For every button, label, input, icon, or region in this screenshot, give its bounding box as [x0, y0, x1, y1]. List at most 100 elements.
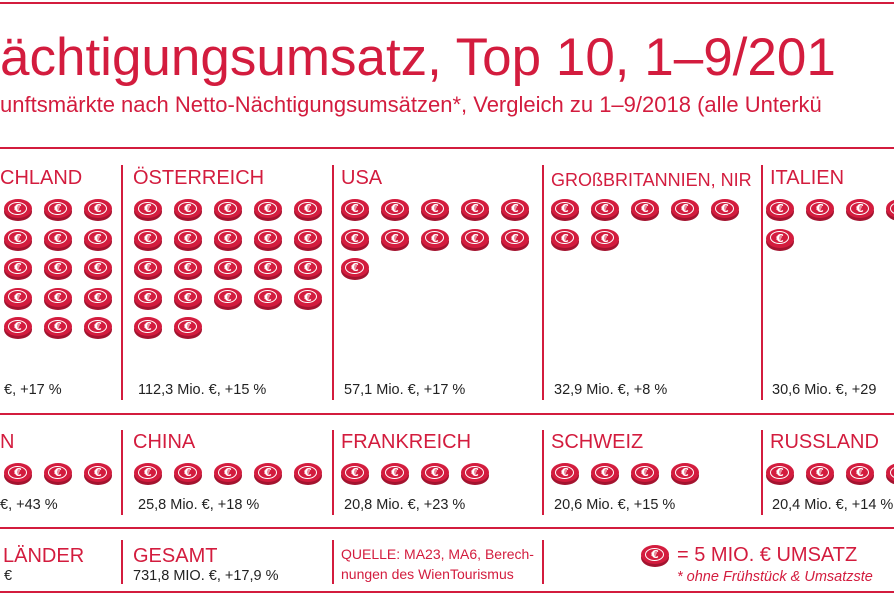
euro-coin-icon: € [421, 463, 449, 482]
coin-pictogram: € € € € € € € € € € € € € € € € € € € € € € [134, 199, 332, 349]
coin-ring [138, 260, 157, 274]
euro-symbol: € [224, 202, 232, 215]
euro-coin-icon: € [341, 463, 369, 482]
euro-coin-icon: € [214, 258, 242, 277]
coin-pictogram: € € € € € [766, 199, 894, 349]
euro-coin-icon: € [461, 199, 489, 218]
coin-ring [635, 201, 654, 215]
euro-coin-icon: € [4, 317, 32, 336]
euro-symbol: € [94, 290, 102, 304]
coin-ring [138, 319, 157, 333]
euro-coin-icon: € [84, 317, 112, 336]
euro-symbol: € [561, 231, 569, 245]
euro-coin-icon: € [134, 228, 162, 248]
coin-ring [465, 231, 484, 244]
euro-symbol: € [224, 231, 232, 245]
coin-ring [258, 290, 277, 303]
coin-ring [505, 231, 524, 244]
coin-ring [595, 201, 614, 215]
euro-coin-icon: € [44, 199, 72, 218]
coin-ring [770, 465, 789, 479]
euro-symbol: € [144, 231, 152, 245]
euro-symbol: € [184, 320, 192, 333]
coin-ring [555, 231, 574, 244]
total-label: GESAMT [133, 545, 218, 567]
euro-coin-icon: € [254, 228, 282, 248]
euro-coin-icon: € [134, 463, 162, 482]
column-divider [332, 430, 334, 515]
market-panel: FRANKREICH € € € € 20,8 Mio. €, +23 % [334, 425, 542, 520]
euro-symbol: € [471, 202, 479, 215]
euro-symbol: € [184, 202, 192, 215]
market-name: ÖSTERREICH [133, 167, 265, 189]
euro-symbol: € [511, 231, 519, 245]
other-countries-value: € [4, 568, 13, 584]
coin-ring [425, 231, 444, 244]
market-value: 32,9 Mio. €, +8 % [554, 382, 668, 398]
column-divider [332, 540, 334, 584]
coin-ring [715, 201, 734, 215]
euro-symbol: € [54, 466, 62, 479]
euro-coin-icon: € [44, 287, 72, 307]
euro-symbol: € [561, 202, 569, 215]
coin-ring [258, 201, 277, 215]
euro-coin-icon: € [886, 463, 894, 482]
euro-coin-icon: € [254, 463, 282, 482]
euro-coin-icon: € [174, 199, 202, 218]
euro-symbol: € [94, 320, 102, 333]
coin-ring [48, 231, 67, 244]
euro-symbol: € [721, 202, 729, 215]
column-divider [121, 165, 123, 400]
euro-symbol: € [601, 466, 609, 479]
euro-coin-icon: € [214, 199, 242, 218]
euro-symbol: € [14, 231, 22, 245]
euro-symbol: € [681, 202, 689, 215]
euro-coin-icon: € [551, 199, 579, 218]
euro-coin-icon: € [631, 199, 659, 218]
euro-symbol: € [54, 202, 62, 215]
euro-symbol: € [94, 202, 102, 215]
euro-coin-icon: € [294, 228, 322, 248]
euro-coin-icon: € [294, 463, 322, 482]
coin-ring [218, 465, 237, 479]
euro-coin-icon: € [254, 287, 282, 307]
euro-symbol: € [264, 290, 272, 304]
coin-ring [555, 201, 574, 215]
euro-coin-icon: € [381, 228, 409, 248]
euro-symbol: € [561, 466, 569, 479]
euro-symbol: € [144, 290, 152, 304]
euro-coin-icon: € [84, 199, 112, 218]
coin-ring [218, 201, 237, 215]
coin-ring [465, 201, 484, 215]
euro-coin-icon: € [886, 199, 894, 218]
euro-coin-icon: € [44, 228, 72, 248]
market-value: 57,1 Mio. €, +17 % [344, 382, 466, 398]
euro-coin-icon: € [341, 199, 369, 218]
euro-symbol: € [224, 466, 232, 479]
column-divider [542, 540, 544, 584]
euro-coin-icon: € [214, 228, 242, 248]
coin-ring [345, 231, 364, 244]
euro-symbol: € [641, 466, 649, 479]
euro-coin-icon: € [806, 199, 834, 218]
euro-symbol: € [224, 261, 232, 274]
coin-ring [675, 465, 694, 479]
euro-symbol: € [94, 231, 102, 245]
euro-symbol: € [54, 231, 62, 245]
coin-ring [385, 231, 404, 244]
coin-ring [138, 465, 157, 479]
coin-ring [595, 231, 614, 244]
euro-symbol: € [776, 231, 784, 245]
coin-ring [810, 465, 829, 479]
euro-symbol: € [816, 202, 824, 215]
coin-ring [258, 231, 277, 244]
euro-coin-icon: € [4, 228, 32, 248]
coin-ring [425, 465, 444, 479]
coin-ring [850, 201, 869, 215]
coin-ring [8, 260, 27, 274]
footnote: * ohne Frühstück & Umsatzste [677, 569, 873, 585]
market-value: €, +43 % [0, 497, 58, 513]
coin-ring [385, 201, 404, 215]
coin-ring [675, 201, 694, 215]
